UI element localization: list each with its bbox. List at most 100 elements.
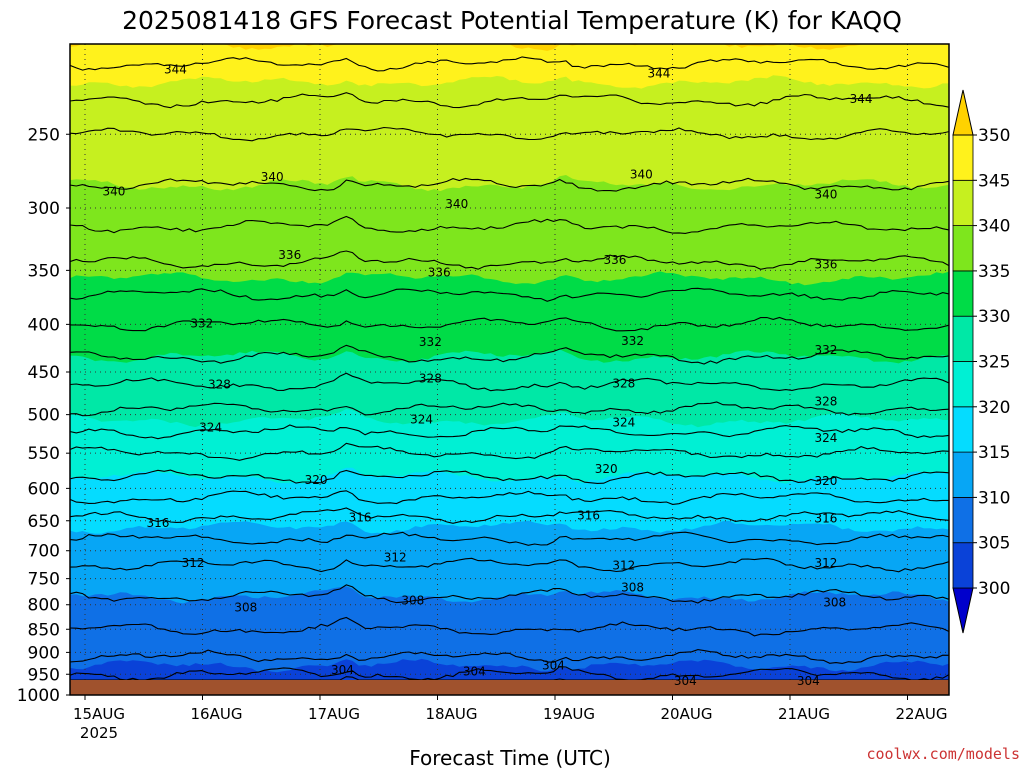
contour-label: 320 [595,462,618,476]
contour-line-336 [70,250,949,270]
contour-line-314 [70,531,949,546]
plot-frame [69,43,950,696]
colorbar-label: 310 [978,488,1010,508]
contour-line-326 [70,401,949,417]
colorbar-label: 340 [978,217,1010,237]
y-tick-label: 700 [28,542,60,562]
x-axis-label: Forecast Time (UTC) [409,746,611,768]
contour-line-304 [70,666,949,681]
colorbar-label: 345 [978,171,1010,191]
x-tick-label: 22AUG [896,705,948,723]
contour-line-320 [70,469,949,484]
contour-label: 316 [814,511,837,525]
contour-label: 332 [190,316,213,330]
contour-label: 336 [428,266,451,280]
contour-label: 332 [419,335,442,349]
contour-label: 340 [814,187,837,201]
y-tick-label: 400 [28,315,60,335]
colorbar-high-arrow [952,89,974,136]
contour-label: 312 [814,556,837,570]
contour-label: 328 [814,394,837,408]
x-tick-label: 15AUG [73,705,125,723]
contour-line-330 [70,344,949,365]
contour-label: 324 [612,416,635,430]
contour-line-308 [70,616,949,637]
colorbar-segment [952,406,974,453]
contour-label: 304 [674,674,697,688]
y-tick-label: 250 [28,125,60,145]
colorbar-segment [952,179,974,227]
y-tick-label: 900 [28,643,60,663]
contour-label: 304 [542,659,565,673]
colorbar-segment [952,315,974,362]
contour-line-342 [70,126,949,142]
contour-line-344 [70,92,949,109]
contour-label: 336 [604,253,627,267]
contour-label: 312 [612,558,635,572]
contour-label: 340 [102,184,125,198]
colorbar-segment [952,451,974,498]
colorbar: 300 305 310 315 320 325 330 335 340 345 350 [952,89,1010,634]
contour-line-340 [70,177,949,192]
contour-label: 304 [463,665,486,679]
contour-label: 340 [630,167,653,181]
x-axis-year: 2025 [80,724,118,742]
credit-text[interactable]: coolwx.com/models [866,745,1020,763]
plot-clip-group: 344 344 344 340 340 340 340 340 336 336 336 336 332 3… [70,44,949,695]
x-tick-label: 17AUG [308,705,360,723]
contour-label: 344 [850,92,873,106]
colorbar-segment [952,134,974,181]
contour-label: 308 [621,581,644,595]
colorbar-label: 320 [978,398,1010,418]
colorbar-label: 305 [978,534,1010,554]
contour-label: 320 [305,473,328,487]
contour-line-318 [70,490,949,505]
contour-label: 324 [814,431,837,445]
contour-label: 340 [445,197,468,211]
colorbar-segment [952,225,974,272]
contour-line-322 [70,442,949,461]
x-tick-label: 18AUG [426,705,478,723]
contour-label: 312 [182,556,205,570]
contour-line-334 [70,287,949,302]
contour-label: 332 [621,334,644,348]
colorbar-label: 300 [978,579,1010,599]
colorbar-label: 315 [978,443,1010,463]
y-tick-label: 850 [28,620,60,640]
contour-label: 328 [208,377,231,391]
colorbar-low-arrow [952,587,974,634]
contour-label: 324 [199,420,222,434]
contour-label: 316 [146,516,169,530]
colorbar-segment [952,361,974,408]
contour-label: 336 [814,258,837,272]
colorbar-segment [952,270,974,317]
contour-label: 316 [577,509,600,523]
contour-label: 320 [814,474,837,488]
colorbar-label: 350 [978,126,1010,146]
contour-line-316 [70,507,949,524]
contour-line-306 [70,649,949,664]
contour-label: 344 [647,66,670,80]
colorbar-label: 335 [978,262,1010,282]
contour-line-338 [70,215,949,234]
y-tick-label: 550 [28,444,60,464]
x-tick-label: 21AUG [778,705,830,723]
y-tick-label: 300 [28,199,60,219]
contour-label: 336 [278,248,301,262]
y-axis: 250 300 350 400 450 500 550 600 650 700 750 800 850 9… [17,125,70,706]
contour-label: 332 [814,343,837,357]
plot-area: 344 344 344 340 340 340 340 340 336 336 336 336 332 3… [69,43,950,696]
contour-label: 324 [410,412,433,426]
contour-label: 328 [419,371,442,385]
contour-label: 308 [401,594,424,608]
contour-label: 308 [823,596,846,610]
y-tick-label: 600 [28,479,60,499]
colorbar-segment [952,542,974,589]
y-tick-label: 800 [28,596,60,616]
contour-label: 316 [349,511,372,525]
y-tick-label: 500 [28,406,60,426]
colorbar-label: 330 [978,307,1010,327]
contour-line-346 [70,56,949,72]
contour-line-312 [70,557,949,573]
